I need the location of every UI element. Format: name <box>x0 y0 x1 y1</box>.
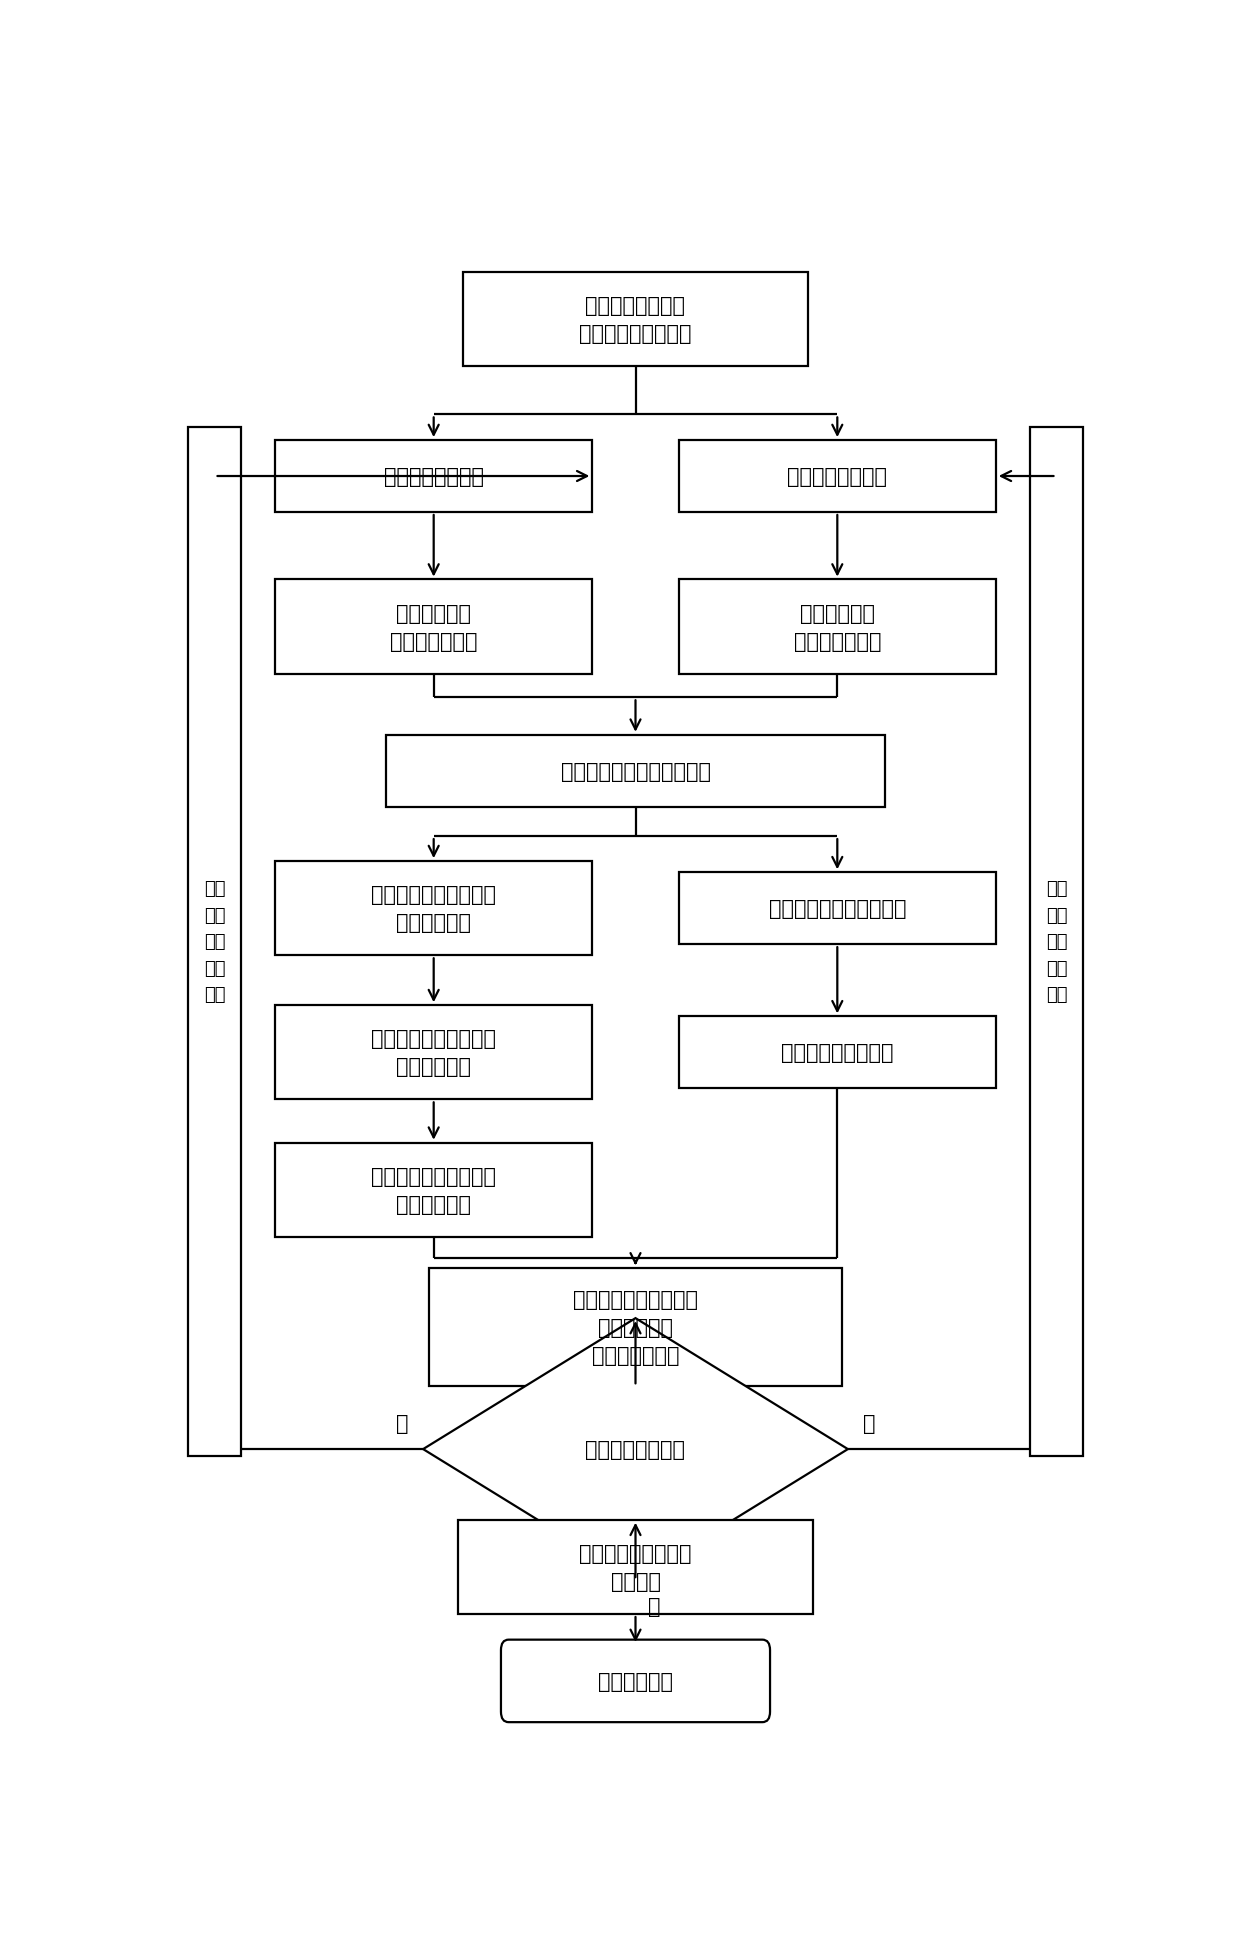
Text: 阵元轴向位置公差: 阵元轴向位置公差 <box>787 467 888 487</box>
Bar <box>275 862 593 956</box>
Text: 确定阵元周向、轴向
位置公差: 确定阵元周向、轴向 位置公差 <box>579 1542 692 1591</box>
Bar <box>678 440 996 512</box>
Text: 阵元周向位置公差: 阵元周向位置公差 <box>383 467 484 487</box>
Bar <box>678 581 996 674</box>
Bar <box>188 428 241 1456</box>
Text: 计算存在误差时的阵元位置: 计算存在误差时的阵元位置 <box>560 760 711 782</box>
Text: 确定阵元激励幅度和相位: 确定阵元激励幅度和相位 <box>769 899 906 919</box>
Polygon shape <box>423 1318 848 1580</box>
Bar <box>678 872 996 944</box>
Text: 获取阵元轴向
位置误差随机数: 获取阵元轴向 位置误差随机数 <box>794 604 882 651</box>
Bar <box>275 581 593 674</box>
Text: 否: 否 <box>863 1413 875 1433</box>
Text: 计算阵元直角坐标系下
的阵元方向图: 计算阵元直角坐标系下 的阵元方向图 <box>371 1028 496 1077</box>
Text: 获取阵元周向
位置误差随机数: 获取阵元周向 位置误差随机数 <box>389 604 477 651</box>
Text: 建立阵元直角坐标系和
阵元球坐标系: 建立阵元直角坐标系和 阵元球坐标系 <box>371 886 496 933</box>
Bar <box>678 1017 996 1089</box>
Text: 确定结构公差: 确定结构公差 <box>598 1672 673 1691</box>
Bar <box>386 735 885 807</box>
Text: 否: 否 <box>396 1413 408 1433</box>
Text: 利用圆柱共形阵列天线
机电耦合模型
计算天线电性能: 利用圆柱共形阵列天线 机电耦合模型 计算天线电性能 <box>573 1290 698 1367</box>
Bar <box>463 272 808 368</box>
Text: 电性能满足指标？: 电性能满足指标？ <box>585 1439 686 1458</box>
Text: 是: 是 <box>649 1595 661 1617</box>
FancyBboxPatch shape <box>501 1640 770 1722</box>
Bar <box>275 1005 593 1101</box>
Text: 计算阵列直角坐标系下
的阵元方向图: 计算阵列直角坐标系下 的阵元方向图 <box>371 1167 496 1214</box>
Text: 圆柱共形阵列天线
结构参数和电磁参数: 圆柱共形阵列天线 结构参数和电磁参数 <box>579 295 692 344</box>
Bar <box>275 1144 593 1238</box>
Text: 修改
阵元
轴向
位置
公差: 修改 阵元 轴向 位置 公差 <box>1045 880 1068 1003</box>
Text: 计算阵元空间相位差: 计算阵元空间相位差 <box>781 1042 894 1064</box>
Bar <box>429 1269 842 1386</box>
Bar <box>1030 428 1083 1456</box>
Bar <box>275 440 593 512</box>
Bar <box>458 1521 813 1615</box>
Text: 修改
阵元
周向
位置
公差: 修改 阵元 周向 位置 公差 <box>203 880 226 1003</box>
